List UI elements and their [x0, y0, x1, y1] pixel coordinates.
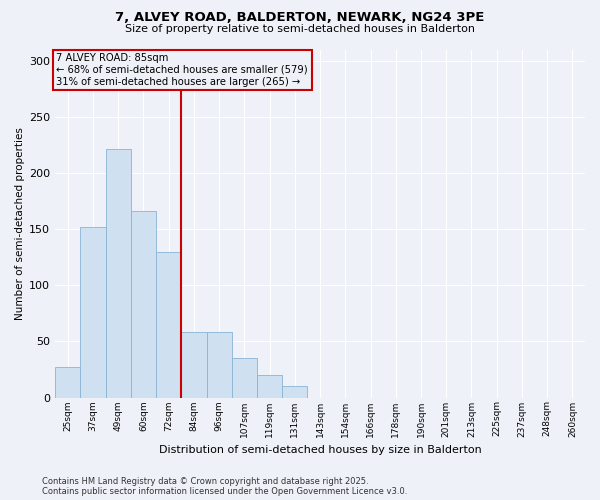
Text: 7, ALVEY ROAD, BALDERTON, NEWARK, NG24 3PE: 7, ALVEY ROAD, BALDERTON, NEWARK, NG24 3… — [115, 11, 485, 24]
Bar — [55, 367, 80, 398]
Bar — [80, 227, 106, 398]
Bar — [206, 332, 232, 398]
Text: Size of property relative to semi-detached houses in Balderton: Size of property relative to semi-detach… — [125, 24, 475, 34]
Bar — [106, 148, 131, 398]
Y-axis label: Number of semi-detached properties: Number of semi-detached properties — [15, 128, 25, 320]
Bar — [282, 386, 307, 398]
Bar — [257, 375, 282, 398]
Bar — [181, 332, 206, 398]
Bar — [232, 358, 257, 398]
Bar — [156, 252, 181, 398]
Text: 7 ALVEY ROAD: 85sqm
← 68% of semi-detached houses are smaller (579)
31% of semi-: 7 ALVEY ROAD: 85sqm ← 68% of semi-detach… — [56, 54, 308, 86]
X-axis label: Distribution of semi-detached houses by size in Balderton: Distribution of semi-detached houses by … — [159, 445, 481, 455]
Bar — [131, 212, 156, 398]
Text: Contains HM Land Registry data © Crown copyright and database right 2025.
Contai: Contains HM Land Registry data © Crown c… — [42, 476, 407, 496]
